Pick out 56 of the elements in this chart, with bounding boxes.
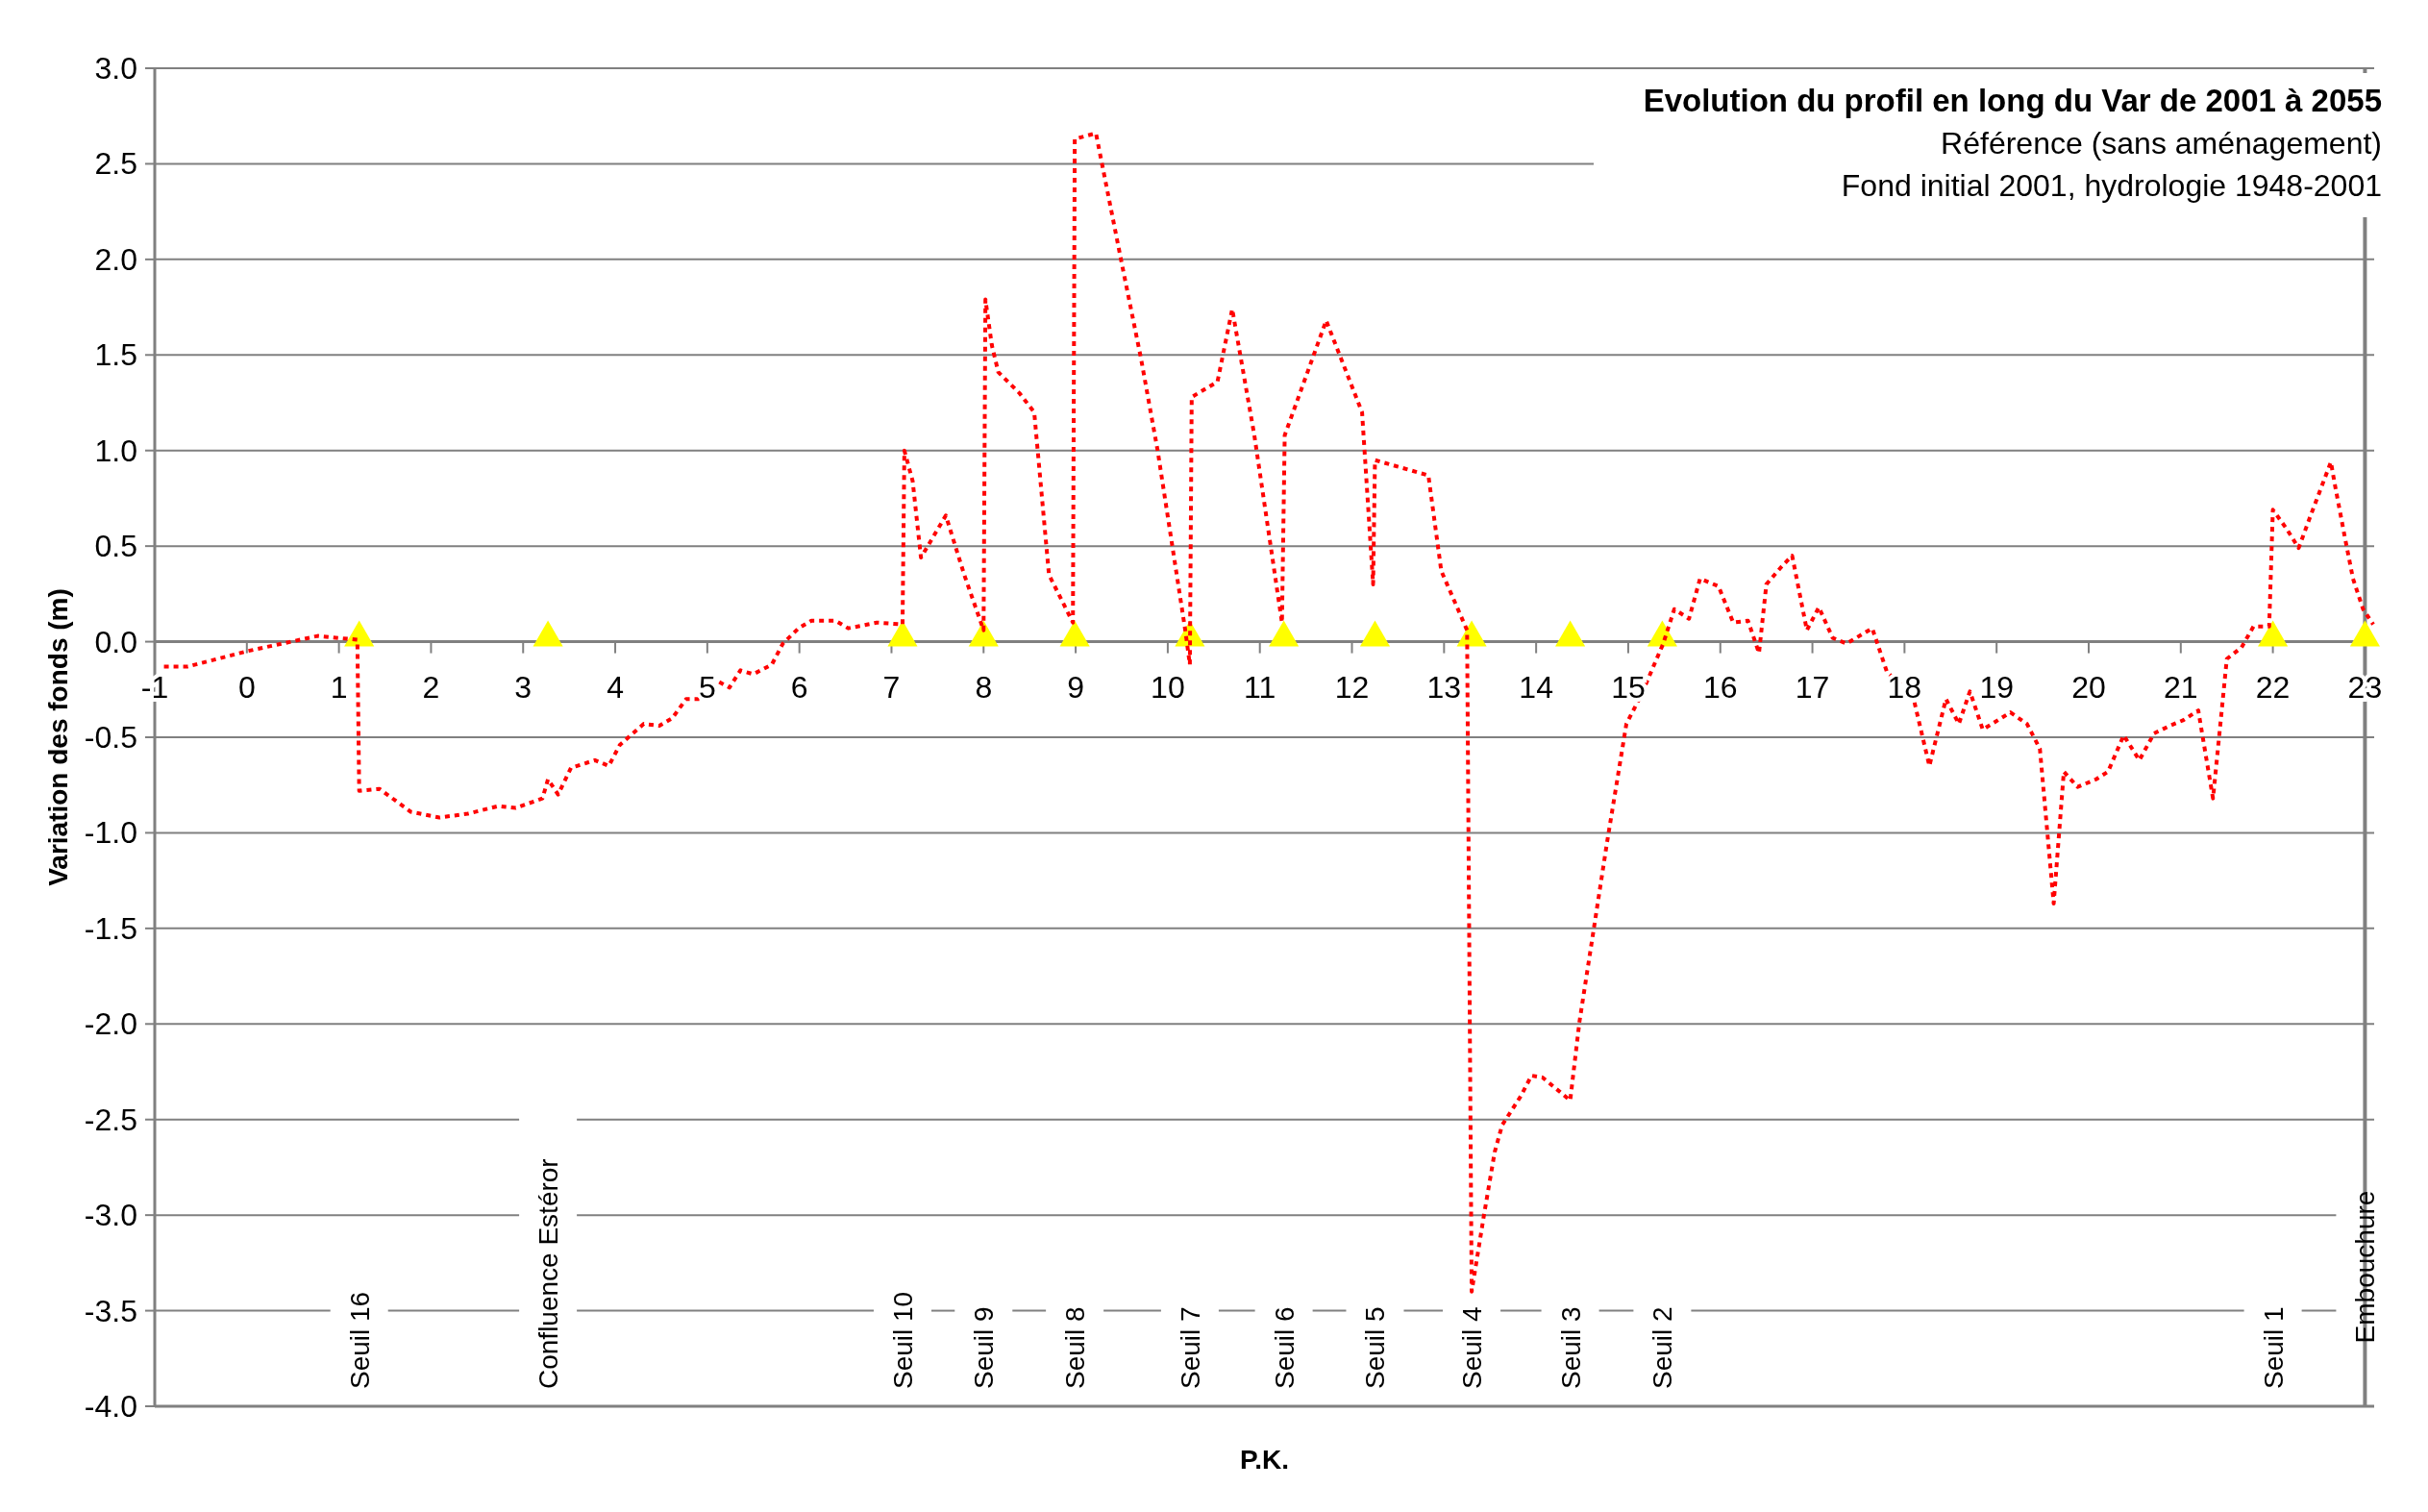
x-tick-label: 2 — [422, 669, 440, 705]
y-tick-label: -2.0 — [84, 1006, 137, 1042]
annotation: Seuil 5 — [1360, 1306, 1391, 1389]
x-tick-label: 11 — [1244, 669, 1276, 705]
x-tick-label: 15 — [1611, 669, 1646, 705]
y-tick-label: -1.5 — [84, 910, 137, 946]
x-axis-title: P.K. — [1240, 1445, 1289, 1475]
x-tick-label: 9 — [1067, 669, 1084, 705]
annotation: Seuil 16 — [344, 1291, 375, 1389]
x-tick-label: -1 — [140, 669, 169, 705]
annotation: Confluence Estéror — [533, 1158, 564, 1389]
y-tick-label: 2.5 — [94, 146, 137, 182]
annotation: Seuil 2 — [1648, 1306, 1678, 1389]
x-tick-label: 0 — [237, 669, 256, 705]
y-tick-label: 1.0 — [94, 433, 137, 468]
annotation: Seuil 4 — [1457, 1306, 1488, 1389]
x-tick-label: 20 — [2071, 669, 2106, 705]
annotation: Seuil 1 — [2258, 1306, 2289, 1389]
x-tick-label: 4 — [607, 669, 624, 705]
x-tick-label: 16 — [1702, 669, 1738, 705]
x-tick-label: 22 — [2255, 669, 2291, 705]
y-tick-label: -4.0 — [84, 1389, 137, 1424]
x-tick-label: 6 — [790, 669, 808, 705]
y-tick-label: -3.0 — [84, 1198, 137, 1233]
y-tick-label: 2.0 — [94, 241, 137, 277]
y-tick-label: -0.5 — [84, 720, 137, 755]
x-tick-label: 23 — [2347, 669, 2383, 705]
x-tick-label: 18 — [1887, 669, 1922, 705]
y-tick-label: -3.5 — [84, 1293, 137, 1328]
annotation: Seuil 6 — [1269, 1306, 1300, 1389]
annotation: Seuil 7 — [1175, 1306, 1205, 1389]
x-tick-label: 12 — [1334, 669, 1370, 705]
x-tick-label: 1 — [330, 669, 348, 705]
x-tick-label: 8 — [975, 669, 993, 705]
x-tick-label: 19 — [1979, 669, 2014, 705]
text: Evolution du profil en long du Var de 2001 à 2055 — [1643, 83, 2382, 118]
ref-line-label: Embouchure — [2350, 1190, 2381, 1344]
y-tick-label: 0.5 — [94, 529, 137, 564]
x-tick-label: 13 — [1426, 669, 1462, 705]
y-tick-label: 1.5 — [94, 337, 137, 373]
text: Référence (sans aménagement) Fond initial 2001, hydrologie 1948-2001 — [1841, 126, 2382, 203]
x-tick-label: 14 — [1519, 669, 1553, 705]
x-tick-label: 17 — [1795, 669, 1830, 705]
y-tick-label: 0.0 — [94, 624, 137, 659]
x-tick-label: 3 — [514, 669, 533, 705]
y-tick-label: -1.0 — [84, 815, 137, 851]
x-tick-label: 10 — [1151, 669, 1185, 705]
annotation: Seuil 9 — [969, 1306, 1000, 1389]
annotation: Seuil 10 — [887, 1291, 918, 1389]
y-tick-label: -2.5 — [84, 1102, 137, 1137]
annotation: Seuil 3 — [1555, 1306, 1586, 1389]
y-axis-title: Variation des fonds (m) — [43, 588, 73, 886]
x-tick-label: 7 — [882, 669, 901, 705]
annotation: Seuil 8 — [1060, 1306, 1091, 1389]
y-tick-label: 3.0 — [94, 51, 137, 86]
x-tick-label: 21 — [2164, 669, 2198, 705]
